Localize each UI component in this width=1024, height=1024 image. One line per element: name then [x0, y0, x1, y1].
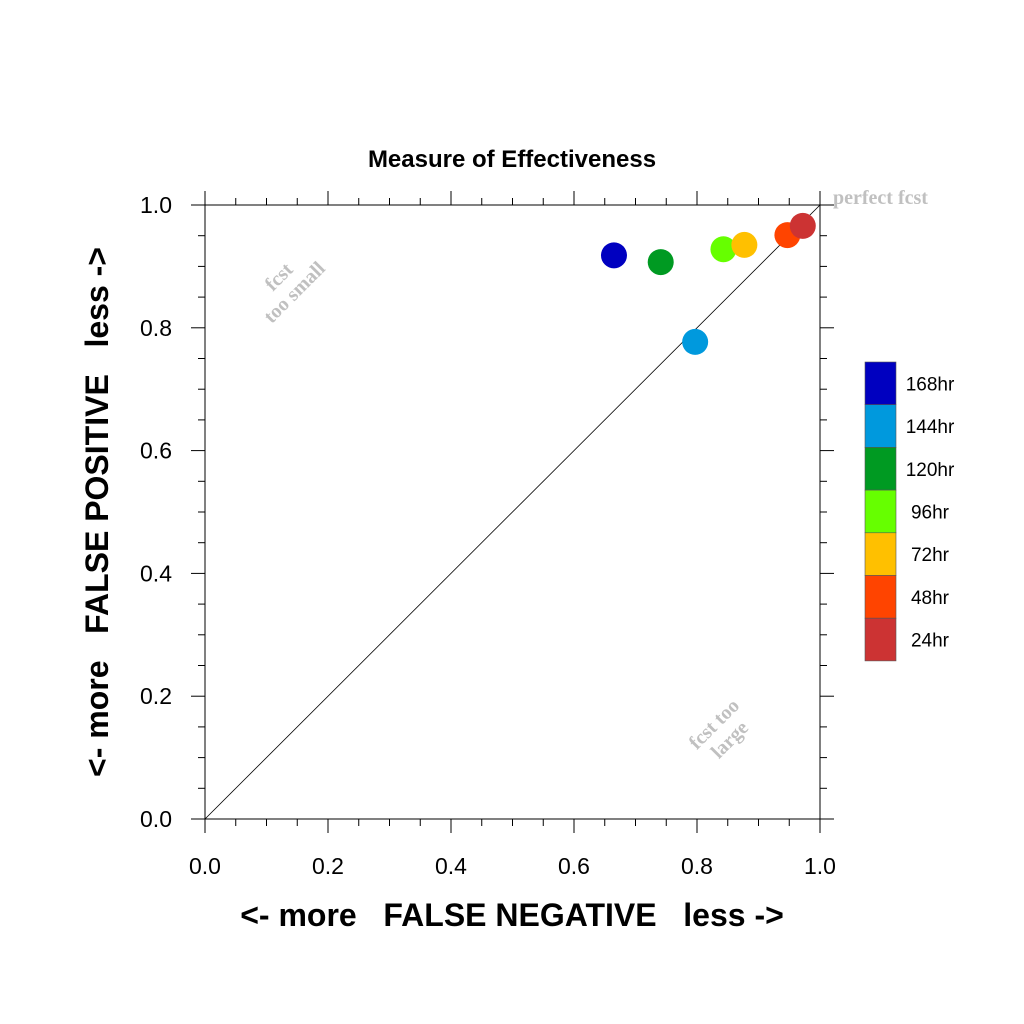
x-tick-label: 0.2 — [312, 853, 344, 879]
chart-title: Measure of Effectiveness — [368, 146, 656, 173]
axis-ticks: 0.0 0.2 0.4 0.6 0.8 1.0 0.0 0.2 0.4 0.6 0.8 1.0 — [140, 191, 836, 879]
legend-label-120hr: 120hr — [906, 460, 955, 481]
point-120hr — [647, 249, 674, 276]
y-tick-label: 0.4 — [140, 560, 172, 586]
legend-swatch-24hr — [864, 617, 897, 662]
point-144hr — [682, 328, 709, 355]
data-points — [600, 212, 816, 355]
point-168hr — [600, 242, 627, 269]
x-tick-label: 0.0 — [189, 853, 221, 879]
too-small-label-line2: too small — [260, 257, 330, 327]
legend-swatch-168hr — [864, 361, 897, 406]
point-72hr — [731, 231, 758, 258]
legend-label-168hr: 168hr — [906, 374, 955, 395]
region-annotations: perfect fcst fcst too small fcst too lar… — [260, 187, 929, 763]
perfect-forecast-label: perfect fcst — [833, 187, 928, 209]
diagonal-line — [204, 204, 821, 820]
x-tick-label: 0.8 — [681, 853, 713, 879]
legend-label-144hr: 144hr — [906, 417, 955, 438]
legend-swatch-72hr — [864, 532, 897, 576]
legend-swatch-96hr — [864, 489, 897, 534]
point-96hr — [710, 236, 737, 263]
y-tick-label: 0.0 — [140, 806, 172, 832]
legend: 168hr 144hr 120hr 96hr 72hr 48hr 24hr — [864, 361, 955, 662]
y-tick-label: 1.0 — [140, 192, 172, 218]
y-tick-label: 0.6 — [140, 438, 172, 464]
x-axis-title: <- more FALSE NEGATIVE less -> — [240, 897, 784, 933]
point-24hr — [789, 212, 816, 239]
legend-label-24hr: 24hr — [911, 631, 950, 652]
legend-swatch-48hr — [864, 575, 897, 619]
legend-swatch-144hr — [864, 404, 897, 448]
y-axis-title: <- more FALSE POSITIVE less -> — [79, 247, 115, 777]
legend-swatch-120hr — [864, 447, 897, 491]
y-tick-label: 0.2 — [140, 683, 172, 709]
legend-label-48hr: 48hr — [911, 588, 950, 609]
legend-label-96hr: 96hr — [911, 502, 950, 523]
x-tick-label: 0.4 — [435, 853, 467, 879]
legend-label-72hr: 72hr — [911, 545, 950, 566]
x-tick-label: 0.6 — [558, 853, 590, 879]
x-tick-label: 1.0 — [804, 853, 836, 879]
y-tick-label: 0.8 — [140, 315, 172, 341]
diagonal-line-layer — [204, 204, 821, 820]
